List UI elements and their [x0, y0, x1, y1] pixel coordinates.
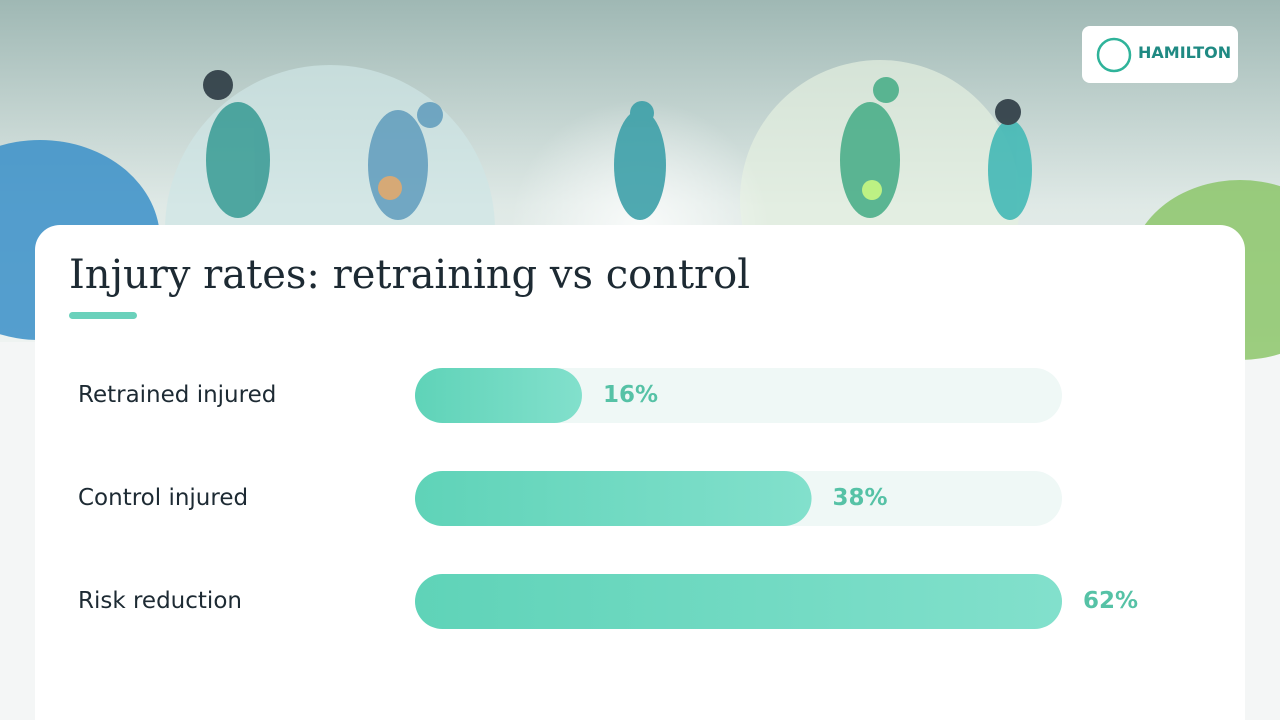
title-accent — [69, 312, 137, 319]
category-label: Control injured — [78, 485, 248, 511]
bar — [415, 471, 812, 526]
bar — [415, 574, 1062, 629]
plot: Retrained injured 16% Control injured 38% Ri… — [78, 368, 1138, 629]
category-label: Retrained injured — [78, 382, 276, 408]
chart-title: Injury rates: retraining vs control — [69, 252, 750, 298]
value-label: 62% — [1083, 588, 1138, 614]
runners — [203, 70, 1032, 220]
bar — [415, 368, 582, 423]
logo-text: HAMILTON — [1138, 43, 1231, 62]
value-label: 38% — [833, 485, 888, 511]
category-label: Risk reduction — [78, 588, 242, 614]
value-label: 16% — [603, 382, 658, 408]
logo-icon — [1096, 37, 1132, 73]
